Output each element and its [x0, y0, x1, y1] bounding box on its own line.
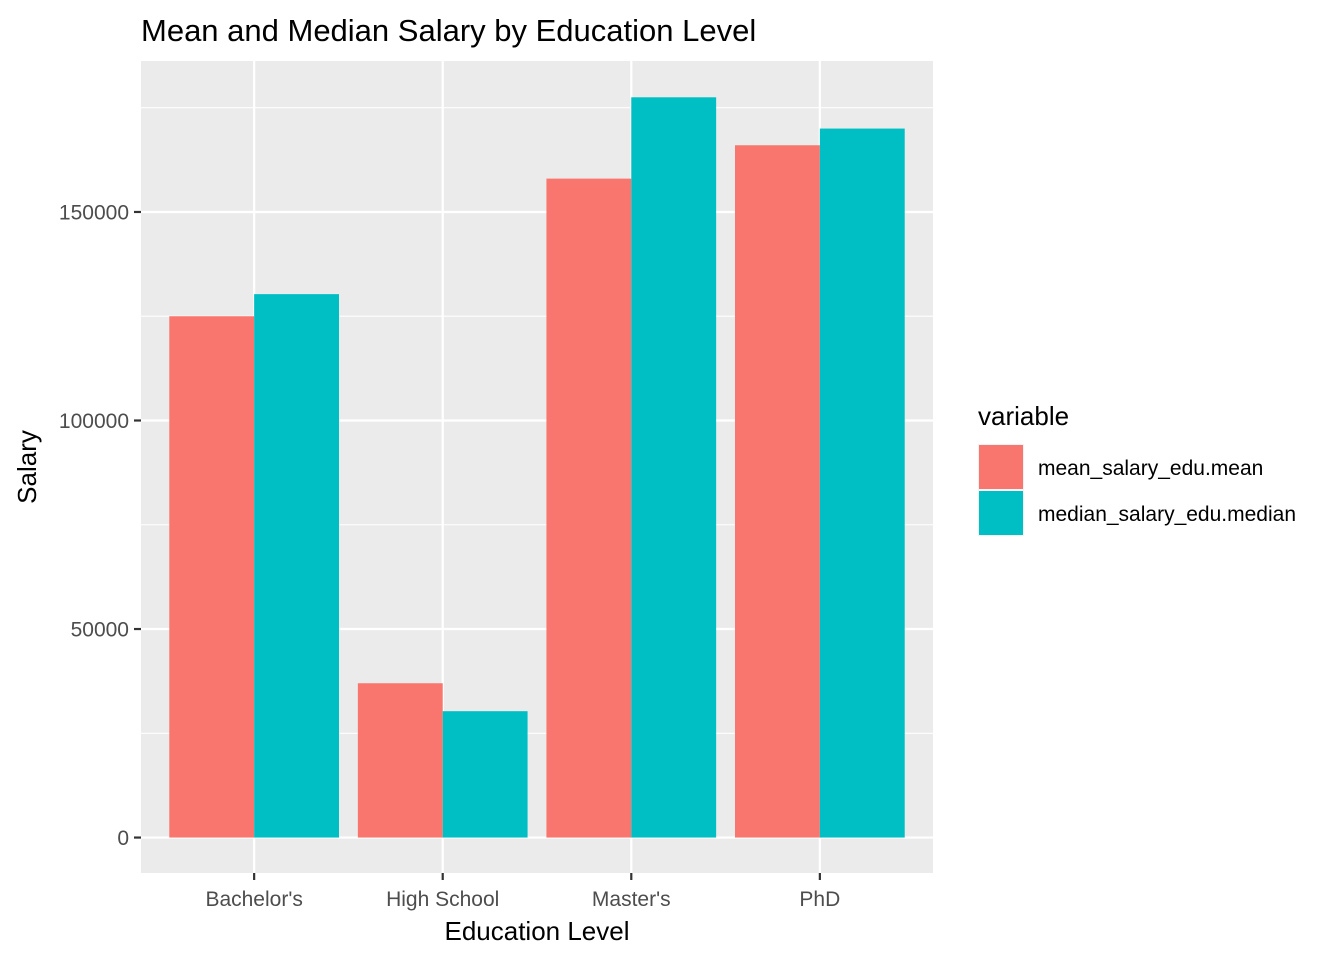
legend: variable mean_salary_edu.mean median_sala…: [978, 401, 1296, 536]
bar: [735, 145, 820, 838]
chart-title: Mean and Median Salary by Education Leve…: [141, 13, 756, 48]
bar: [631, 97, 717, 838]
y-tick-label: 100000: [59, 410, 129, 433]
x-axis: Bachelor's High School Master's PhD: [205, 873, 840, 911]
x-tick-label: PhD: [799, 888, 840, 911]
bars-group: [169, 97, 905, 838]
bar: [254, 294, 339, 838]
y-axis-title: Salary: [12, 430, 42, 504]
bar: [357, 683, 443, 838]
y-tick-label: 0: [117, 827, 129, 850]
x-tick-label: Bachelor's: [205, 888, 302, 911]
legend-label: mean_salary_edu.mean: [1038, 457, 1263, 480]
y-tick-label: 50000: [71, 619, 129, 642]
x-tick-label: Master's: [592, 888, 671, 911]
x-axis-title: Education Level: [444, 916, 629, 946]
legend-items: mean_salary_edu.mean median_salary_edu.me…: [978, 444, 1296, 536]
y-tick-label: 150000: [59, 201, 129, 224]
legend-title: variable: [978, 401, 1069, 431]
bar: [169, 316, 255, 838]
bar: [819, 128, 905, 838]
y-axis: 0 50000 100000 150000: [59, 201, 141, 850]
bar: [442, 711, 528, 838]
legend-label: median_salary_edu.median: [1038, 503, 1296, 526]
legend-swatch: [979, 491, 1023, 535]
x-tick-label: High School: [386, 888, 499, 911]
bar: [546, 178, 632, 838]
legend-swatch: [979, 445, 1023, 489]
